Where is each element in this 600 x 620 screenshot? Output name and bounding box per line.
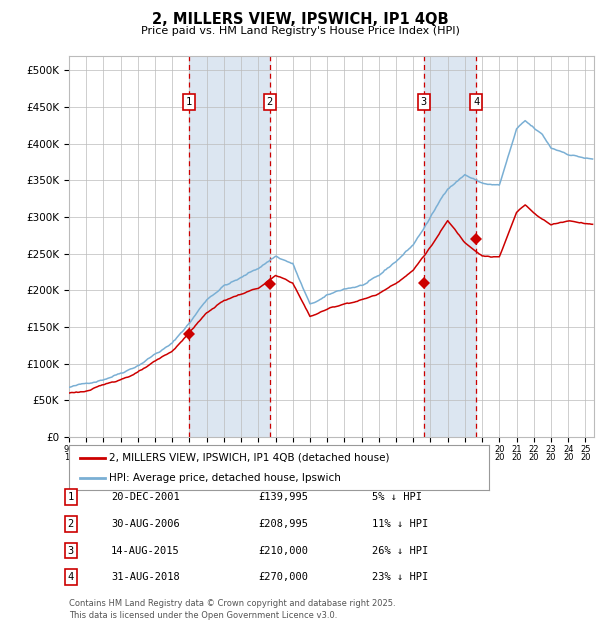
Text: 2, MILLERS VIEW, IPSWICH, IP1 4QB (detached house): 2, MILLERS VIEW, IPSWICH, IP1 4QB (detac…: [109, 453, 389, 463]
Text: 2: 2: [68, 519, 74, 529]
Text: 1: 1: [68, 492, 74, 502]
Text: 5% ↓ HPI: 5% ↓ HPI: [372, 492, 422, 502]
Text: 3: 3: [421, 97, 427, 107]
Text: £270,000: £270,000: [258, 572, 308, 582]
Text: 11% ↓ HPI: 11% ↓ HPI: [372, 519, 428, 529]
Text: 3: 3: [68, 546, 74, 556]
Text: £139,995: £139,995: [258, 492, 308, 502]
Bar: [424, 56, 476, 437]
Text: 31-AUG-2018: 31-AUG-2018: [111, 572, 180, 582]
Text: £210,000: £210,000: [258, 546, 308, 556]
Text: 2, MILLERS VIEW, IPSWICH, IP1 4QB: 2, MILLERS VIEW, IPSWICH, IP1 4QB: [152, 12, 448, 27]
Text: 20-DEC-2001: 20-DEC-2001: [111, 492, 180, 502]
Text: 4: 4: [473, 97, 479, 107]
Text: 26% ↓ HPI: 26% ↓ HPI: [372, 546, 428, 556]
Text: HPI: Average price, detached house, Ipswich: HPI: Average price, detached house, Ipsw…: [109, 473, 341, 483]
Text: 23% ↓ HPI: 23% ↓ HPI: [372, 572, 428, 582]
Text: 2: 2: [266, 97, 273, 107]
Text: 4: 4: [68, 572, 74, 582]
Text: Contains HM Land Registry data © Crown copyright and database right 2025.
This d: Contains HM Land Registry data © Crown c…: [69, 599, 395, 620]
Text: Price paid vs. HM Land Registry's House Price Index (HPI): Price paid vs. HM Land Registry's House …: [140, 26, 460, 36]
Bar: [189, 56, 270, 437]
Text: 1: 1: [186, 97, 192, 107]
Text: 30-AUG-2006: 30-AUG-2006: [111, 519, 180, 529]
Text: 14-AUG-2015: 14-AUG-2015: [111, 546, 180, 556]
Text: £208,995: £208,995: [258, 519, 308, 529]
